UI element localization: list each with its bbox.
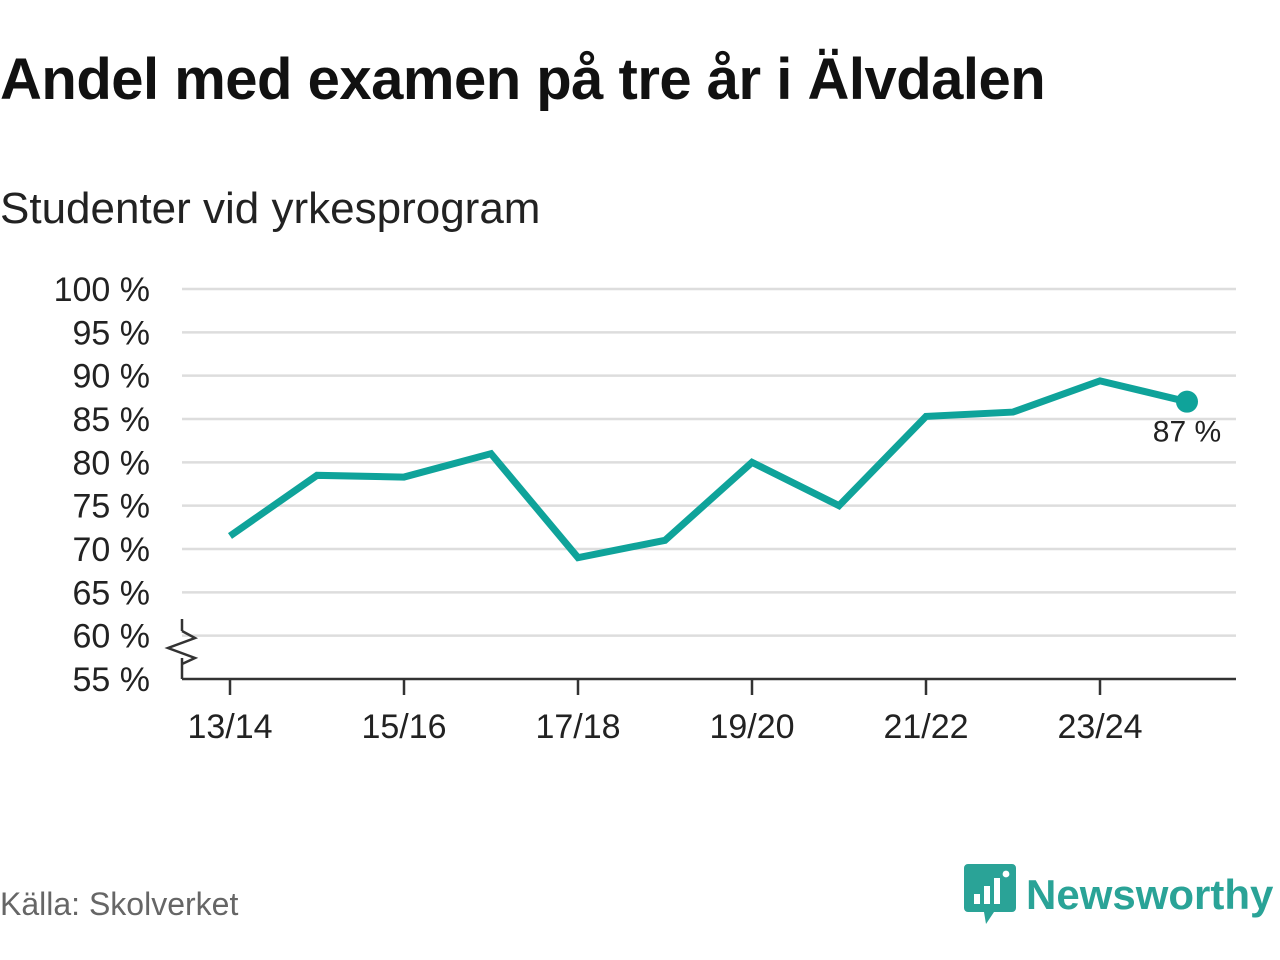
series — [227, 377, 1188, 562]
x-tick-label: 23/24 — [1057, 708, 1142, 746]
chart-subtitle: Studenter vid yrkesprogram — [0, 184, 541, 233]
x-tick-label: 19/20 — [709, 708, 794, 746]
line-chart: 100 % 95 % 90 % 85 % 80 % 75 % 70 % 65 % 60 % 55 … — [54, 271, 1236, 746]
axis-break-mark — [164, 629, 199, 666]
grid-lines — [182, 287, 1236, 637]
end-point-marker — [1176, 390, 1198, 413]
y-tick-label: 95 % — [73, 314, 151, 352]
y-tick-label: 60 % — [73, 618, 151, 656]
series-line — [227, 377, 1188, 562]
x-tick-label: 21/22 — [883, 708, 968, 746]
newsworthy-logo-icon — [964, 864, 1016, 924]
y-tick-label: 80 % — [73, 444, 151, 482]
y-axis-tick-labels: 100 % 95 % 90 % 85 % 80 % 75 % 70 % 65 % 60 % 55 … — [54, 271, 150, 699]
source-note: Källa: Skolverket — [0, 886, 239, 922]
x-tick-label: 17/18 — [535, 708, 620, 746]
y-tick-label: 75 % — [73, 488, 151, 526]
y-tick-label: 85 % — [73, 401, 151, 439]
axes — [164, 619, 1236, 681]
x-tick-label: 13/14 — [187, 708, 272, 746]
y-tick-label: 70 % — [73, 531, 151, 569]
data-label: 87 % — [1153, 416, 1221, 449]
annotations: 87 % — [1153, 390, 1221, 449]
y-tick-label: 55 % — [73, 661, 151, 699]
y-tick-label: 90 % — [73, 358, 151, 396]
y-tick-label: 65 % — [73, 574, 151, 612]
x-tick-label: 15/16 — [361, 708, 446, 746]
y-tick-label: 100 % — [54, 271, 150, 309]
brand-name: Newsworthy — [1026, 871, 1274, 918]
chart-title: Andel med examen på tre år i Älvdalen — [0, 47, 1046, 112]
x-axis-ticks: 13/14 15/16 17/18 19/20 21/22 23/24 — [187, 679, 1143, 746]
brand-logo: Newsworthy — [964, 862, 1273, 928]
